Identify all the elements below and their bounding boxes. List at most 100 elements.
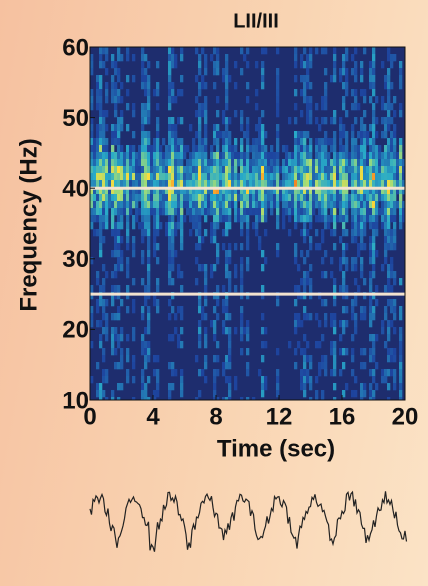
spectrogram-cell xyxy=(360,173,364,181)
spectrogram-cell xyxy=(147,145,151,153)
spectrogram-cell xyxy=(222,362,226,370)
spectrogram-cell xyxy=(399,327,403,335)
spectrogram-cell xyxy=(156,61,160,69)
spectrogram-cell xyxy=(342,292,346,300)
spectrogram-cell xyxy=(144,75,148,83)
spectrogram-cell xyxy=(222,117,226,125)
spectrogram-cell xyxy=(99,250,103,258)
spectrogram-cell xyxy=(303,61,307,69)
spectrogram-cell xyxy=(309,159,313,167)
spectrogram-cell xyxy=(141,313,145,321)
spectrogram-cell xyxy=(240,187,244,195)
spectrogram-cell xyxy=(117,138,121,146)
spectrogram-cell xyxy=(180,383,184,391)
spectrogram-cell xyxy=(195,397,199,401)
spectrogram-cell xyxy=(255,166,259,174)
spectrogram-cell xyxy=(258,243,262,251)
spectrogram-cell xyxy=(369,292,373,300)
spectrogram-cell xyxy=(366,201,370,209)
spectrogram-cell xyxy=(363,110,367,118)
spectrogram-cell xyxy=(267,201,271,209)
spectrogram-cell xyxy=(120,110,124,118)
spectrogram-cell xyxy=(213,166,217,174)
spectrogram-cell xyxy=(201,201,205,209)
spectrogram-cell xyxy=(93,166,97,174)
spectrogram-cell xyxy=(138,194,142,202)
spectrogram-cell xyxy=(99,180,103,188)
spectrogram-cell xyxy=(360,229,364,237)
spectrogram-cell xyxy=(258,166,262,174)
spectrogram-cell xyxy=(147,131,151,139)
spectrogram-cell xyxy=(99,320,103,328)
spectrogram-cell xyxy=(132,103,136,111)
spectrogram-cell xyxy=(333,278,337,286)
spectrogram-cell xyxy=(168,89,172,97)
spectrogram-cell xyxy=(246,166,250,174)
spectrogram-cell xyxy=(177,117,181,125)
spectrogram-cell xyxy=(258,236,262,244)
spectrogram-cell xyxy=(102,208,106,216)
spectrogram-cell xyxy=(132,243,136,251)
spectrogram-cell xyxy=(99,54,103,62)
spectrogram-cell xyxy=(255,201,259,209)
spectrogram-cell xyxy=(192,138,196,146)
spectrogram-cell xyxy=(390,271,394,279)
spectrogram-cell xyxy=(171,264,175,272)
spectrogram-cell xyxy=(351,187,355,195)
spectrogram-cell xyxy=(261,341,265,349)
spectrogram-cell xyxy=(117,145,121,153)
spectrogram-cell xyxy=(318,341,322,349)
spectrogram-cell xyxy=(108,180,112,188)
spectrogram-cell xyxy=(252,180,256,188)
spectrogram-cell xyxy=(357,208,361,216)
spectrogram-cell xyxy=(225,187,229,195)
spectrogram-cell xyxy=(381,159,385,167)
spectrogram-cell xyxy=(150,173,154,181)
spectrogram-cell xyxy=(102,152,106,160)
spectrogram-cell xyxy=(129,145,133,153)
spectrogram-cell xyxy=(222,208,226,216)
spectrogram-cell xyxy=(270,180,274,188)
spectrogram-cell xyxy=(330,257,334,265)
spectrogram-cell xyxy=(258,215,262,223)
spectrogram-cell xyxy=(102,390,106,398)
spectrogram-cell xyxy=(189,124,193,132)
spectrogram-cell xyxy=(90,138,94,146)
spectrogram-cell xyxy=(321,166,325,174)
spectrogram-cell xyxy=(120,82,124,90)
spectrogram-cell xyxy=(195,96,199,104)
spectrogram-cell xyxy=(372,103,376,111)
spectrogram-cell xyxy=(369,208,373,216)
spectrogram-cell xyxy=(288,187,292,195)
spectrogram-cell xyxy=(216,285,220,293)
spectrogram-cell xyxy=(126,285,130,293)
spectrogram-cell xyxy=(288,159,292,167)
spectrogram-cell xyxy=(162,138,166,146)
spectrogram-cell xyxy=(333,131,337,139)
spectrogram-cell xyxy=(402,201,406,209)
spectrogram-cell xyxy=(213,131,217,139)
spectrogram-cell xyxy=(357,187,361,195)
spectrogram-cell xyxy=(153,250,157,258)
spectrogram-cell xyxy=(111,131,115,139)
spectrogram-cell xyxy=(246,173,250,181)
spectrogram-cell xyxy=(387,299,391,307)
spectrogram-cell xyxy=(306,166,310,174)
spectrogram-cell xyxy=(96,215,100,223)
spectrogram-cell xyxy=(294,222,298,230)
spectrogram-cell xyxy=(153,201,157,209)
spectrogram-cell xyxy=(147,187,151,195)
spectrogram-cell xyxy=(303,75,307,83)
spectrogram-cell xyxy=(147,180,151,188)
spectrogram-cell xyxy=(180,138,184,146)
spectrogram-cell xyxy=(147,243,151,251)
spectrogram-cell xyxy=(306,159,310,167)
spectrogram-cell xyxy=(387,166,391,174)
spectrogram-cell xyxy=(393,166,397,174)
spectrogram-cell xyxy=(216,292,220,300)
spectrogram-cell xyxy=(348,152,352,160)
spectrogram-cell xyxy=(246,348,250,356)
spectrogram-cell xyxy=(165,187,169,195)
spectrogram-cell xyxy=(156,138,160,146)
spectrogram-cell xyxy=(204,215,208,223)
